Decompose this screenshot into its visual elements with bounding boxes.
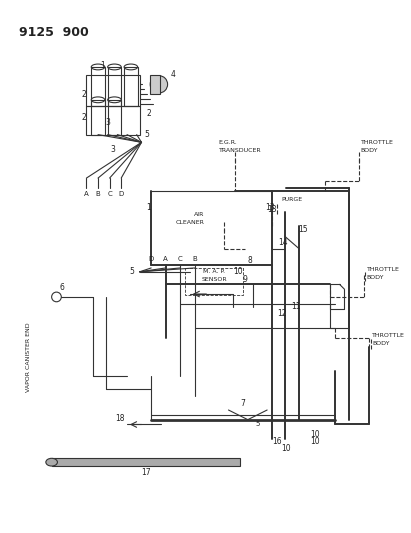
Text: A: A	[163, 256, 168, 262]
Text: 5: 5	[255, 422, 260, 427]
Text: BODY: BODY	[361, 148, 379, 152]
Text: 13: 13	[267, 205, 277, 214]
Text: 2: 2	[146, 109, 151, 118]
Bar	[91, 67, 105, 106]
Text: E.G.R.: E.G.R.	[219, 140, 238, 145]
Text: 1: 1	[146, 203, 151, 212]
Text: 9: 9	[243, 275, 248, 284]
Text: 10: 10	[311, 430, 320, 439]
Text: 4: 4	[171, 70, 175, 79]
Bar	[150, 75, 160, 94]
Text: 5: 5	[144, 130, 149, 139]
Text: B: B	[96, 190, 100, 197]
Text: THROTTLE: THROTTLE	[361, 140, 394, 145]
Bar	[185, 268, 243, 295]
Text: 1: 1	[100, 61, 105, 69]
Bar	[86, 75, 140, 106]
Text: 10: 10	[233, 268, 243, 276]
Text: 2: 2	[82, 90, 86, 99]
Text: 3: 3	[110, 144, 115, 154]
Text: D: D	[148, 256, 154, 262]
Text: THROTTLE: THROTTLE	[367, 268, 399, 272]
Text: 5: 5	[129, 268, 134, 276]
Text: 10: 10	[311, 438, 320, 447]
Text: SENSOR: SENSOR	[201, 277, 227, 282]
Bar	[124, 67, 138, 106]
Text: A: A	[84, 190, 89, 197]
Text: 8: 8	[247, 256, 252, 265]
Text: 17: 17	[141, 469, 151, 478]
Text: M. A. P.: M. A. P.	[203, 269, 225, 274]
Text: 14: 14	[278, 238, 287, 247]
Text: 15: 15	[298, 225, 308, 234]
Text: 13: 13	[265, 203, 275, 212]
Text: D: D	[119, 190, 124, 197]
Text: 2: 2	[82, 112, 86, 122]
Bar	[52, 458, 240, 466]
Text: PURGE: PURGE	[282, 197, 303, 202]
Text: 9125  900: 9125 900	[19, 26, 88, 39]
Bar	[86, 106, 140, 135]
Text: 3: 3	[105, 118, 110, 127]
Text: 7: 7	[240, 399, 245, 408]
Text: BODY: BODY	[372, 341, 390, 346]
Text: CLEANER: CLEANER	[175, 220, 204, 225]
Bar	[108, 100, 121, 135]
Text: C: C	[107, 190, 112, 197]
Bar	[108, 67, 121, 106]
Text: 16: 16	[272, 438, 282, 447]
Text: 11: 11	[291, 302, 301, 311]
Text: BODY: BODY	[367, 275, 384, 280]
Text: 12: 12	[277, 309, 286, 318]
Ellipse shape	[150, 76, 168, 93]
Text: AIR: AIR	[194, 212, 204, 217]
Text: TRANSDUCER: TRANSDUCER	[219, 148, 261, 152]
Text: VAPOR CANISTER END: VAPOR CANISTER END	[26, 322, 31, 392]
Text: 10: 10	[282, 444, 291, 453]
Bar	[91, 100, 105, 135]
Ellipse shape	[52, 292, 61, 302]
Text: 6: 6	[60, 283, 65, 292]
Text: 18: 18	[115, 414, 125, 423]
Text: THROTTLE: THROTTLE	[372, 333, 405, 338]
Text: C: C	[178, 256, 182, 262]
Ellipse shape	[46, 458, 58, 466]
Text: B: B	[192, 256, 197, 262]
